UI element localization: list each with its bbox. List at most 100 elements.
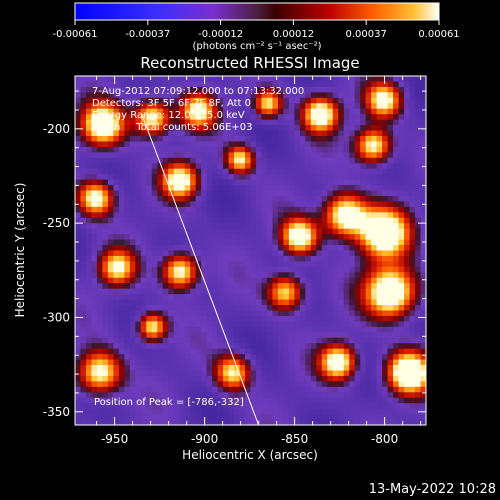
- image-pixel: [382, 141, 389, 148]
- image-pixel: [102, 103, 109, 110]
- image-pixel: [310, 250, 317, 257]
- image-pixel: [179, 348, 186, 355]
- image-pixel: [415, 92, 422, 99]
- image-pixel: [162, 315, 169, 322]
- image-pixel: [107, 288, 114, 295]
- image-pixel: [338, 397, 345, 404]
- image-pixel: [206, 223, 213, 230]
- image-pixel: [365, 375, 372, 382]
- image-pixel: [140, 141, 147, 148]
- image-pixel: [190, 277, 197, 284]
- image-pixel: [212, 108, 219, 115]
- image-pixel: [393, 223, 400, 230]
- image-pixel: [129, 190, 136, 197]
- image-pixel: [420, 223, 426, 230]
- image-pixel: [107, 114, 114, 121]
- image-pixel: [168, 419, 175, 425]
- image-pixel: [299, 294, 306, 301]
- image-pixel: [212, 294, 219, 301]
- image-pixel: [146, 206, 153, 213]
- image-pixel: [393, 288, 400, 295]
- image-pixel: [173, 326, 180, 333]
- image-pixel: [212, 125, 219, 132]
- image-pixel: [234, 370, 241, 377]
- image-pixel: [113, 375, 120, 382]
- image-pixel: [415, 315, 422, 322]
- x-tick-label: -950: [101, 432, 128, 446]
- image-pixel: [321, 414, 328, 421]
- image-pixel: [305, 354, 312, 361]
- image-pixel: [146, 283, 153, 290]
- image-pixel: [338, 261, 345, 268]
- image-pixel: [321, 294, 328, 301]
- image-pixel: [223, 157, 230, 164]
- image-pixel: [179, 92, 186, 99]
- image-pixel: [404, 245, 411, 252]
- image-pixel: [261, 130, 268, 137]
- image-pixel: [239, 310, 246, 317]
- image-pixel: [266, 234, 274, 241]
- image-pixel: [288, 337, 295, 344]
- image-pixel: [420, 234, 426, 241]
- image-pixel: [146, 403, 153, 410]
- image-pixel: [272, 255, 279, 262]
- image-pixel: [332, 195, 339, 203]
- image-pixel: [343, 294, 350, 301]
- image-pixel: [201, 370, 208, 377]
- image-pixel: [151, 195, 158, 203]
- image-pixel: [398, 343, 405, 350]
- image-pixel: [157, 152, 164, 159]
- image-pixel: [310, 386, 317, 393]
- image-pixel: [80, 190, 87, 197]
- image-pixel: [360, 294, 367, 301]
- image-pixel: [75, 141, 82, 148]
- image-pixel: [162, 217, 169, 224]
- image-pixel: [75, 419, 82, 425]
- image-pixel: [162, 212, 169, 219]
- image-pixel: [118, 108, 125, 115]
- image-pixel: [223, 76, 230, 83]
- image-pixel: [212, 81, 219, 88]
- image-pixel: [305, 168, 312, 175]
- image-pixel: [80, 174, 87, 181]
- image-pixel: [234, 408, 241, 415]
- image-pixel: [168, 299, 175, 306]
- image-pixel: [365, 337, 372, 344]
- image-pixel: [393, 174, 400, 181]
- image-pixel: [212, 250, 219, 257]
- image-pixel: [228, 141, 235, 148]
- image-pixel: [316, 326, 323, 333]
- image-pixel: [371, 359, 378, 366]
- image-pixel: [228, 392, 235, 399]
- image-pixel: [404, 212, 411, 219]
- image-pixel: [360, 403, 367, 410]
- image-pixel: [80, 201, 87, 208]
- image-pixel: [299, 141, 306, 148]
- image-pixel: [371, 403, 378, 410]
- image-pixel: [266, 288, 274, 295]
- image-pixel: [294, 174, 301, 181]
- image-pixel: [184, 228, 191, 235]
- image-pixel: [327, 119, 334, 126]
- image-pixel: [294, 294, 301, 301]
- image-pixel: [102, 392, 109, 399]
- image-pixel: [184, 76, 191, 83]
- image-pixel: [113, 403, 120, 410]
- image-pixel: [91, 179, 98, 186]
- image-pixel: [140, 283, 147, 290]
- image-pixel: [376, 370, 383, 377]
- image-pixel: [146, 146, 153, 153]
- image-pixel: [201, 283, 208, 290]
- image-pixel: [179, 195, 186, 203]
- image-pixel: [283, 212, 290, 219]
- image-pixel: [321, 277, 328, 284]
- image-pixel: [102, 174, 109, 181]
- image-pixel: [327, 168, 334, 175]
- image-pixel: [404, 321, 411, 328]
- image-pixel: [277, 185, 284, 192]
- image-pixel: [376, 217, 383, 224]
- image-pixel: [288, 195, 295, 203]
- image-pixel: [245, 326, 252, 333]
- image-pixel: [332, 152, 339, 159]
- image-pixel: [162, 310, 169, 317]
